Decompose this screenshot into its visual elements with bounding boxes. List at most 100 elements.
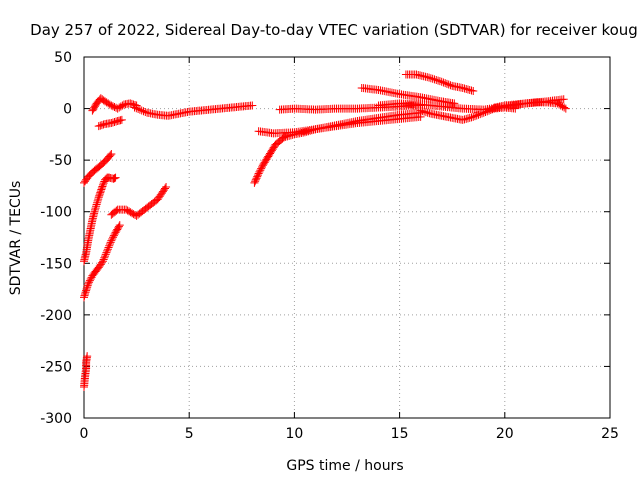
data-point (110, 174, 119, 183)
data-point (117, 115, 126, 124)
data-point (100, 253, 109, 262)
series-arc-c (130, 101, 257, 120)
data-point (84, 279, 93, 288)
data-point (115, 221, 124, 230)
data-point (130, 103, 139, 112)
data-point (109, 233, 118, 242)
data-point (101, 250, 110, 259)
data-point (426, 74, 435, 83)
data-point (254, 169, 263, 178)
data-point (106, 151, 115, 160)
data-point (98, 257, 107, 266)
x-tick-label: 0 (80, 426, 89, 442)
series-arc-p (490, 98, 570, 113)
series-arc-a (88, 94, 141, 115)
data-point (103, 245, 112, 254)
data-point (108, 234, 117, 243)
data-point (463, 114, 472, 123)
data-point (106, 238, 115, 247)
data-point (450, 99, 459, 108)
data-point (470, 112, 479, 121)
data-point (460, 115, 469, 124)
chart-title: Day 257 of 2022, Sidereal Day-to-day VTE… (30, 21, 638, 39)
data-point (91, 205, 100, 214)
x-tick-label: 10 (285, 426, 303, 442)
data-point (90, 207, 99, 216)
data-point (109, 174, 118, 183)
data-point (257, 164, 266, 173)
data-point (161, 184, 170, 193)
data-point (467, 86, 476, 95)
data-point (432, 75, 441, 84)
data-point (472, 111, 481, 120)
data-point (248, 101, 257, 110)
data-point (255, 167, 264, 176)
data-point (556, 101, 565, 110)
data-point (462, 84, 471, 93)
data-point (561, 104, 570, 113)
data-point (103, 246, 112, 255)
data-point (105, 240, 114, 249)
data-point (92, 202, 101, 211)
data-point (430, 75, 439, 84)
y-tick-label: -200 (40, 308, 72, 324)
data-point (425, 73, 434, 82)
series-arc-f (80, 221, 124, 302)
y-tick-label: 50 (54, 50, 72, 66)
x-tick-label: 25 (601, 426, 619, 442)
data-point (107, 149, 116, 158)
series-arc-j (254, 112, 425, 138)
y-tick-label: -100 (40, 205, 72, 221)
data-point (98, 180, 107, 189)
data-point (137, 106, 146, 115)
data-point (85, 278, 94, 287)
series-arc-i (250, 108, 425, 187)
data-point (442, 79, 451, 88)
data-point (462, 114, 471, 123)
data-point (102, 248, 111, 257)
data-point (98, 182, 107, 191)
axis-ticks: 0 5 10 15 20 25 50 0 -50 -100 -150 -200 -250 -300 (40, 50, 619, 442)
data-point (80, 293, 88, 302)
data-point (434, 76, 443, 85)
data-point (458, 115, 467, 124)
x-tick-label: 15 (391, 426, 409, 442)
data-point (81, 289, 90, 298)
data-point (420, 107, 429, 116)
data-point (444, 80, 453, 89)
data-point (82, 284, 91, 293)
data-point (83, 283, 92, 292)
data-point (85, 276, 94, 285)
data-point (101, 252, 110, 261)
data-point (83, 281, 92, 290)
data-point (83, 352, 92, 361)
data-point (460, 84, 469, 93)
data-point (279, 133, 288, 142)
data-point (553, 99, 562, 108)
data-point (437, 77, 446, 86)
data-point (92, 200, 101, 209)
data-point (560, 103, 569, 112)
data-points (80, 70, 570, 392)
data-point (558, 102, 567, 111)
data-point (469, 112, 478, 121)
data-point (94, 195, 103, 204)
data-point (458, 83, 467, 92)
data-point (559, 95, 568, 104)
data-point (86, 274, 95, 283)
x-tick-label: 5 (185, 426, 194, 442)
data-point (141, 107, 150, 116)
data-point (441, 79, 450, 88)
data-point (421, 108, 430, 117)
data-point (111, 173, 120, 182)
data-point (446, 81, 455, 90)
data-point (97, 258, 106, 267)
series-arc-e (80, 173, 120, 266)
y-tick-label: -300 (40, 411, 72, 427)
data-point (428, 74, 437, 83)
grid-lines (84, 57, 610, 418)
y-tick-label: -250 (40, 359, 72, 375)
data-point (104, 243, 113, 252)
data-point (467, 113, 476, 122)
data-point (109, 231, 118, 240)
